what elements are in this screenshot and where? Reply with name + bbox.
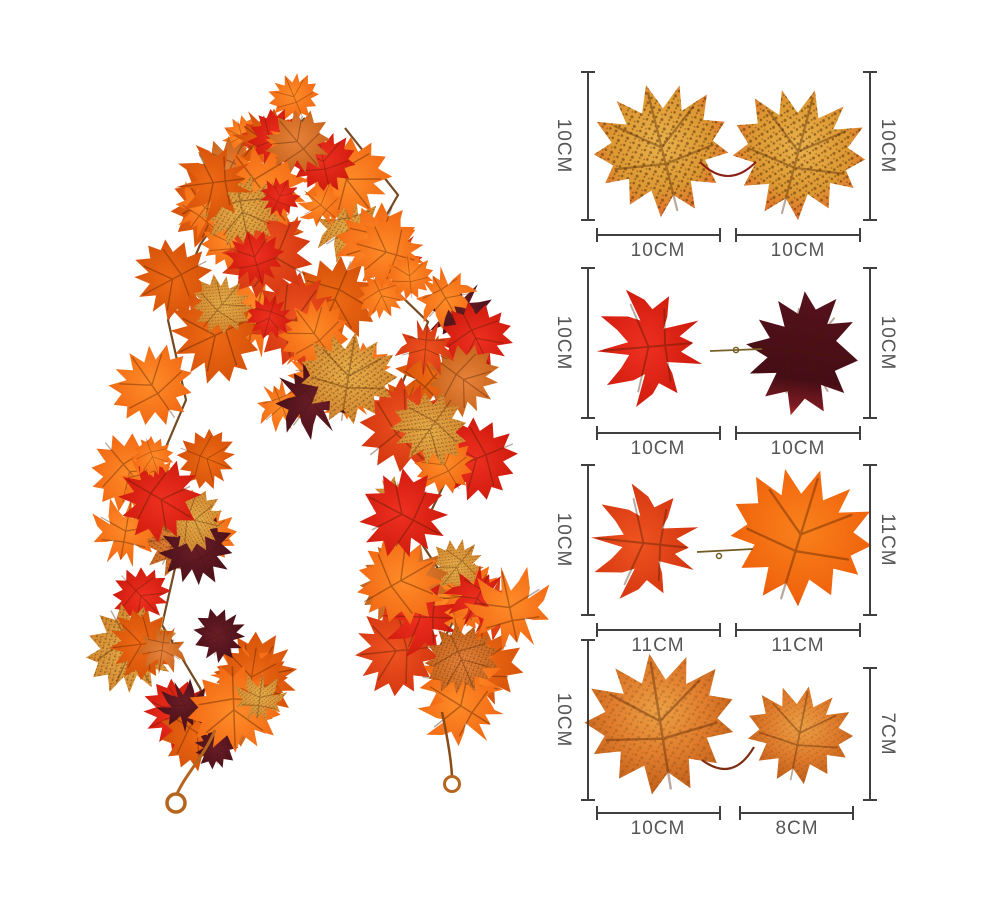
dim-line-r3-left-height <box>581 464 595 616</box>
dim-line-r2-right-width <box>735 426 861 440</box>
dim-line-r3-right-width <box>735 623 861 637</box>
dim-label-r4-right-width: 8CM <box>775 818 819 839</box>
dim-label-r4-right-height: 7CM <box>877 712 898 756</box>
dim-line-r3-right-height <box>863 464 877 616</box>
dim-line-r1-left-height <box>581 71 595 221</box>
dim-line-r3-left-width <box>596 623 721 637</box>
dim-line-r1-right-height <box>863 71 877 221</box>
leaf-pair-1 <box>581 69 880 233</box>
hanging-loop-left <box>165 792 187 814</box>
dim-line-r4-right-width <box>739 806 854 820</box>
garland-photo <box>69 65 561 814</box>
dim-label-r3-left-height: 10CM <box>553 512 574 568</box>
leaf-pair-4 <box>575 642 861 803</box>
dim-label-r3-left-width: 11CM <box>631 635 685 656</box>
wire-stem <box>699 161 757 177</box>
dim-label-r4-left-height: 10CM <box>553 692 574 748</box>
dim-label-r2-right-height: 10CM <box>877 315 898 371</box>
dim-label-r2-left-width: 10CM <box>630 438 686 459</box>
dim-label-r4-left-width: 10CM <box>630 818 686 839</box>
leaf-pair-2 <box>592 284 866 423</box>
dim-label-r2-right-width: 10CM <box>770 438 826 459</box>
garland-stem-end-right <box>440 711 454 777</box>
wire-stem <box>701 746 755 770</box>
size-diagram-leaves <box>575 69 888 803</box>
dim-line-r1-left-width <box>596 228 721 242</box>
wire-stem <box>696 548 754 553</box>
dim-label-r1-right-height: 10CM <box>877 118 898 174</box>
garland-stem-end-left <box>175 729 217 795</box>
dim-line-r1-right-width <box>735 228 861 242</box>
hanging-loop-right <box>443 775 461 793</box>
dim-line-r4-left-width <box>596 806 721 820</box>
dim-line-r4-right-height <box>863 667 877 801</box>
dim-label-r3-right-width: 11CM <box>771 635 825 656</box>
dim-label-r1-left-height: 10CM <box>553 118 574 174</box>
leaf-pair-3 <box>585 450 888 622</box>
dim-label-r3-right-height: 11CM <box>877 513 898 567</box>
wire-knot <box>715 552 723 560</box>
dim-label-r1-left-width: 10CM <box>630 240 686 261</box>
wire-stem <box>709 348 763 352</box>
wire-knot <box>732 346 740 354</box>
dim-label-r1-right-width: 10CM <box>770 240 826 261</box>
dim-line-r2-left-width <box>596 426 721 440</box>
dim-line-r2-right-height <box>863 267 877 419</box>
dim-line-r4-left-height <box>581 639 595 801</box>
dim-line-r2-left-height <box>581 267 595 419</box>
dim-label-r2-left-height: 10CM <box>553 315 574 371</box>
